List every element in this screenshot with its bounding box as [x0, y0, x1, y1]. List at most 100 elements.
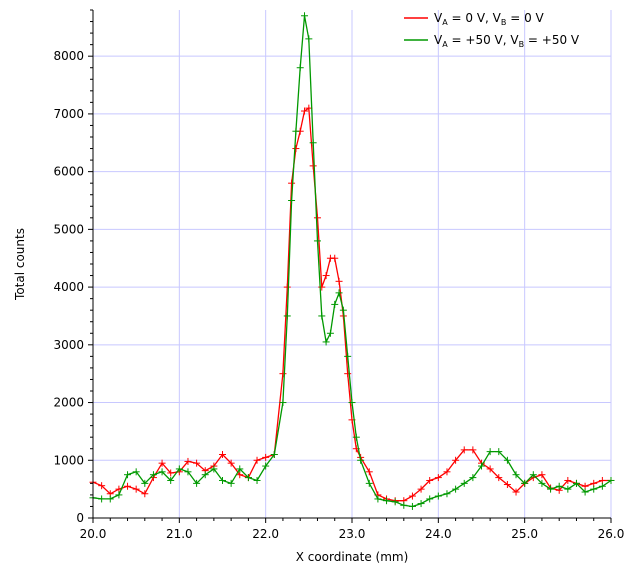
data-point: [253, 476, 261, 484]
data-point: [158, 459, 166, 467]
data-point: [348, 399, 356, 407]
data-point: [383, 497, 391, 505]
data-point: [313, 214, 321, 222]
data-point: [512, 471, 520, 479]
data-point: [201, 471, 209, 479]
data-point: [495, 474, 503, 482]
data-point: [495, 448, 503, 456]
data-point: [322, 338, 330, 346]
data-point: [141, 490, 149, 498]
y-tick-label: 2000: [53, 396, 84, 410]
data-point: [253, 456, 261, 464]
data-point: [262, 453, 270, 461]
data-point: [598, 482, 606, 490]
data-point: [538, 479, 546, 487]
data-point: [408, 492, 416, 500]
data-point: [115, 491, 123, 499]
data-point: [141, 479, 149, 487]
data-point: [426, 495, 434, 503]
data-point: [365, 479, 373, 487]
series-line: [92, 15, 612, 508]
data-point: [443, 468, 451, 476]
data-point: [331, 300, 339, 308]
y-tick-label: 1000: [53, 453, 84, 467]
data-point: [357, 456, 365, 464]
data-point: [279, 399, 287, 407]
data-point: [460, 479, 468, 487]
x-axis-title: X coordinate (mm): [296, 550, 409, 564]
data-point: [292, 127, 300, 135]
data-point: [322, 272, 330, 280]
x-tick-label: 21.0: [166, 527, 193, 541]
data-point: [391, 498, 399, 506]
data-point: [296, 64, 304, 72]
data-point: [344, 370, 352, 378]
data-point: [288, 179, 296, 187]
data-point: [326, 329, 334, 337]
data-point: [564, 485, 572, 493]
data-point: [283, 312, 291, 320]
series-2: [89, 12, 615, 510]
data-point: [227, 479, 235, 487]
data-point: [469, 474, 477, 482]
legend-item: VA = +50 V, VB = +50 V: [404, 33, 580, 49]
data-point: [365, 468, 373, 476]
data-point: [352, 433, 360, 441]
data-point: [374, 495, 382, 503]
data-point: [434, 474, 442, 482]
data-point: [132, 485, 140, 493]
data-point: [309, 139, 317, 147]
data-point: [417, 485, 425, 493]
data-point: [279, 370, 287, 378]
data-point: [227, 459, 235, 467]
x-tick-label: 22.0: [252, 527, 279, 541]
x-tick-label: 23.0: [339, 527, 366, 541]
data-point: [219, 451, 226, 458]
y-tick-label: 8000: [53, 49, 84, 63]
data-point: [175, 465, 183, 473]
data-point: [210, 465, 218, 473]
data-point: [301, 107, 309, 115]
data-point: [538, 471, 546, 479]
data-point: [132, 468, 140, 476]
y-axis-title: Total counts: [13, 228, 27, 301]
legend-item: VA = 0 V, VB = 0 V: [404, 11, 545, 27]
y-tick-label: 3000: [53, 338, 84, 352]
data-point: [547, 485, 555, 493]
data-point: [193, 479, 201, 487]
legend: VA = 0 V, VB = 0 V VA = +50 V, VB = +50 V: [404, 11, 580, 49]
data-point: [503, 481, 511, 489]
data-point: [236, 465, 244, 473]
tick-marks: 20.0 21.0 22.0 23.0 24.0 25.0 26.0 0 1000 2000 300…: [53, 9, 624, 541]
data-point: [124, 482, 132, 490]
data-point: [443, 490, 451, 498]
data-point: [313, 237, 321, 245]
data-point: [98, 495, 106, 503]
data-point: [512, 488, 520, 496]
data-point: [283, 283, 291, 291]
data-point: [106, 495, 114, 503]
data-point: [158, 468, 166, 476]
data-point: [426, 476, 434, 484]
series-layer: [89, 12, 615, 510]
data-point: [434, 492, 442, 500]
data-point: [318, 312, 326, 320]
data-point: [529, 471, 537, 479]
data-point: [478, 462, 485, 470]
data-point: [452, 456, 460, 464]
data-point: [581, 488, 589, 496]
legend-label: VA = +50 V, VB = +50 V: [434, 33, 580, 49]
data-point: [607, 476, 615, 484]
data-point: [400, 501, 408, 509]
data-point: [167, 469, 175, 477]
data-point: [460, 446, 468, 454]
data-point: [244, 474, 252, 482]
data-point: [318, 283, 326, 291]
data-point: [288, 197, 296, 204]
y-tick-label: 7000: [53, 107, 84, 121]
x-tick-label: 24.0: [425, 527, 452, 541]
data-point: [335, 289, 343, 297]
data-point: [309, 162, 317, 170]
